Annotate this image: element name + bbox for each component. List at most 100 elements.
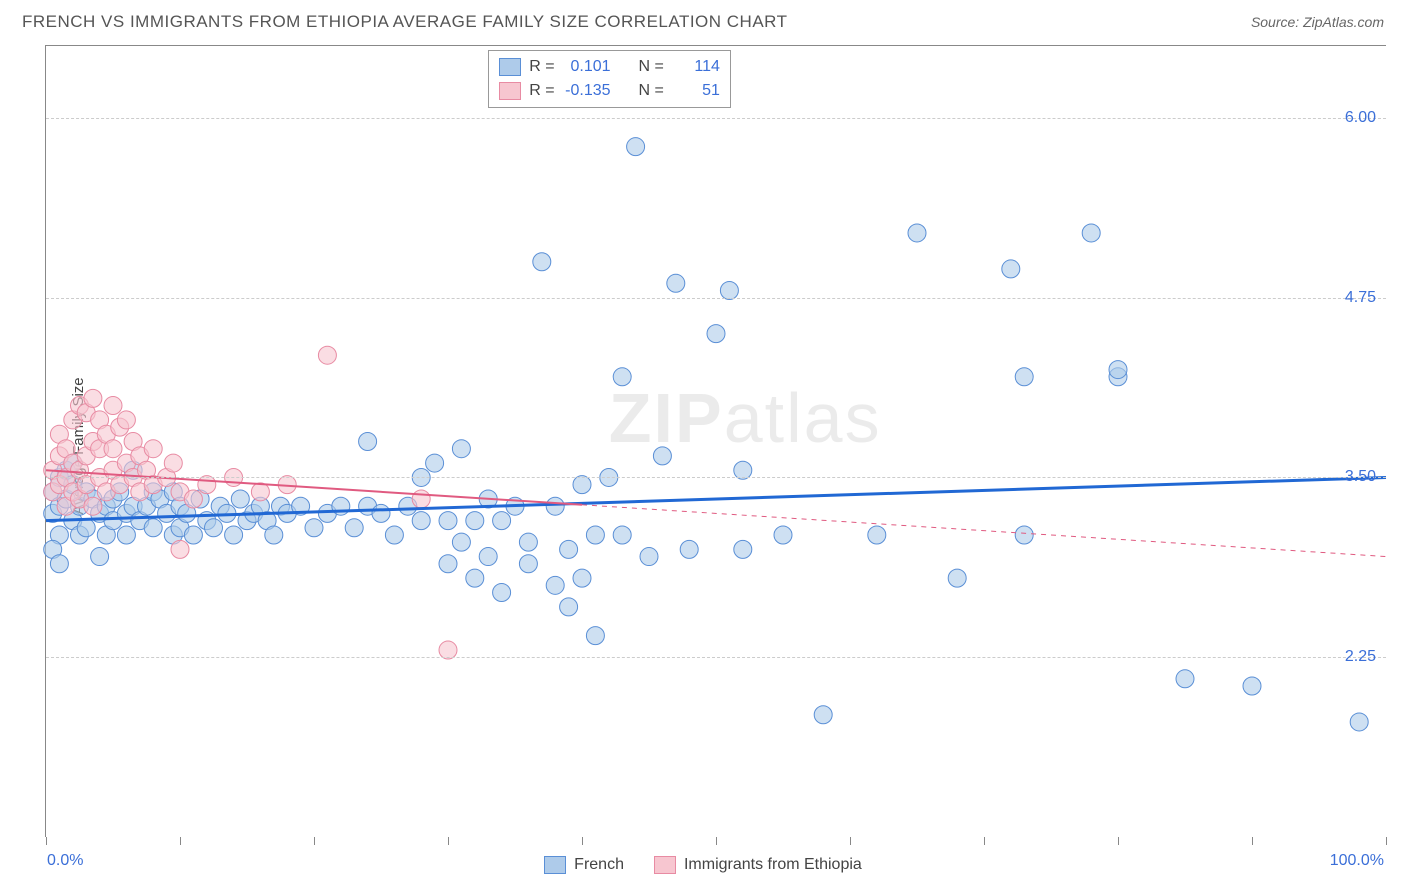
source-label: Source: ZipAtlas.com — [1251, 14, 1384, 30]
data-point — [546, 497, 564, 515]
xtick — [180, 837, 181, 845]
data-point — [84, 497, 102, 515]
data-point — [814, 706, 832, 724]
data-point — [1002, 260, 1020, 278]
data-point — [345, 519, 363, 537]
legend-label-2: Immigrants from Ethiopia — [684, 856, 862, 874]
data-point — [586, 627, 604, 645]
data-point — [184, 526, 202, 544]
stats-row: R = -0.135 N = 51 — [499, 79, 720, 103]
data-point — [613, 368, 631, 386]
stats-chip — [499, 82, 521, 100]
xtick — [448, 837, 449, 845]
xtick — [850, 837, 851, 845]
xtick — [984, 837, 985, 845]
data-point — [231, 490, 249, 508]
data-point — [1082, 224, 1100, 242]
stats-N-value: 114 — [672, 55, 720, 79]
gridline — [46, 657, 1386, 658]
bottom-legend: French Immigrants from Ethiopia — [0, 856, 1406, 874]
data-point — [493, 584, 511, 602]
data-point — [560, 540, 578, 558]
legend-item-ethiopia: Immigrants from Ethiopia — [654, 856, 862, 874]
gridline — [46, 477, 1386, 478]
ytick-label: 3.50 — [1345, 468, 1376, 486]
ytick-label: 6.00 — [1345, 109, 1376, 127]
data-point — [667, 274, 685, 292]
data-point — [426, 454, 444, 472]
data-point — [680, 540, 698, 558]
data-point — [84, 389, 102, 407]
ytick-label: 4.75 — [1345, 289, 1376, 307]
data-point — [439, 555, 457, 573]
data-point — [1109, 361, 1127, 379]
plot-svg — [46, 46, 1386, 837]
data-point — [265, 526, 283, 544]
data-point — [493, 512, 511, 530]
data-point — [1015, 526, 1033, 544]
stats-N-label: N = — [639, 55, 664, 79]
data-point — [372, 504, 390, 522]
data-point — [948, 569, 966, 587]
data-point — [653, 447, 671, 465]
data-point — [117, 526, 135, 544]
xtick — [1118, 837, 1119, 845]
data-point — [519, 533, 537, 551]
data-point — [164, 454, 182, 472]
data-point — [305, 519, 323, 537]
chart-area: ZIPatlas R =0.101N =114R =-0.135N =51 2.… — [45, 45, 1386, 837]
xtick — [314, 837, 315, 845]
stats-chip — [499, 58, 521, 76]
data-point — [318, 346, 336, 364]
data-point — [627, 138, 645, 156]
data-point — [77, 519, 95, 537]
trendline-dashed — [582, 505, 1386, 557]
data-point — [1350, 713, 1368, 731]
data-point — [1176, 670, 1194, 688]
data-point — [359, 433, 377, 451]
data-point — [586, 526, 604, 544]
data-point — [466, 512, 484, 530]
data-point — [640, 548, 658, 566]
data-point — [734, 540, 752, 558]
stats-row: R =0.101N =114 — [499, 55, 720, 79]
xtick — [716, 837, 717, 845]
legend-chip-1 — [544, 856, 566, 874]
xtick — [1386, 837, 1387, 845]
data-point — [868, 526, 886, 544]
data-point — [560, 598, 578, 616]
legend-chip-2 — [654, 856, 676, 874]
stats-N-label: N = — [639, 79, 664, 103]
data-point — [91, 548, 109, 566]
data-point — [519, 555, 537, 573]
data-point — [104, 440, 122, 458]
chart-title: FRENCH VS IMMIGRANTS FROM ETHIOPIA AVERA… — [22, 12, 788, 32]
legend-label-1: French — [574, 856, 624, 874]
data-point — [205, 519, 223, 537]
gridline — [46, 298, 1386, 299]
legend-item-french: French — [544, 856, 624, 874]
data-point — [225, 526, 243, 544]
data-point — [1243, 677, 1261, 695]
data-point — [908, 224, 926, 242]
data-point — [412, 512, 430, 530]
data-point — [533, 253, 551, 271]
data-point — [184, 490, 202, 508]
stats-R-value: 0.101 — [563, 55, 611, 79]
stats-R-label: R = — [529, 79, 554, 103]
data-point — [613, 526, 631, 544]
data-point — [573, 569, 591, 587]
xtick — [46, 837, 47, 845]
xtick — [582, 837, 583, 845]
data-point — [546, 576, 564, 594]
data-point — [439, 512, 457, 530]
data-point — [774, 526, 792, 544]
data-point — [104, 397, 122, 415]
data-point — [1015, 368, 1033, 386]
stats-N-value: 51 — [672, 79, 720, 103]
data-point — [412, 490, 430, 508]
stats-R-value: -0.135 — [563, 79, 611, 103]
data-point — [144, 440, 162, 458]
data-point — [171, 540, 189, 558]
data-point — [479, 548, 497, 566]
